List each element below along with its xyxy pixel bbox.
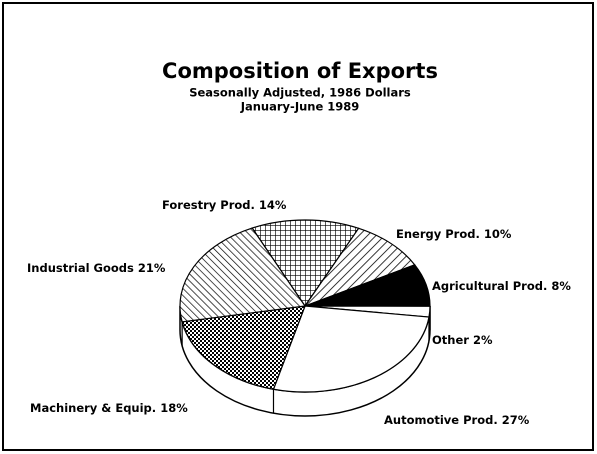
chart-subtitle: January-June 1989	[240, 100, 360, 114]
slice-name: Energy Prod.	[396, 227, 480, 241]
slice-name: Agricultural Prod.	[432, 279, 547, 293]
slice-name: Automotive Prod.	[384, 413, 498, 427]
slice-value: 8%	[551, 279, 571, 293]
pie-slice	[181, 305, 306, 390]
slice-label: Industrial Goods 21%	[27, 261, 166, 275]
slice-value: 21%	[138, 261, 166, 275]
slice-name: Machinery & Equip.	[30, 401, 156, 415]
slice-value: 27%	[502, 413, 530, 427]
slice-name: Industrial Goods	[27, 261, 134, 275]
slice-label: Machinery & Equip. 18%	[30, 401, 188, 415]
slice-name: Other	[432, 333, 469, 347]
labels: Forestry Prod. 14% Energy Prod. 10% Agricu…	[27, 198, 571, 427]
pie	[179, 219, 431, 417]
slice-value: 10%	[484, 227, 512, 241]
chart-subtitle: Seasonally Adjusted, 1986 Dollars	[189, 86, 411, 100]
slice-name: Forestry Prod.	[162, 198, 255, 212]
slice-label: Other 2%	[432, 333, 493, 347]
slice-value: 14%	[259, 198, 287, 212]
chart-title: Composition of Exports	[162, 59, 438, 83]
slice-value: 2%	[473, 333, 493, 347]
slice-label: Automotive Prod. 27%	[384, 413, 530, 427]
slice-label: Agricultural Prod. 8%	[432, 279, 571, 293]
pie-slice	[272, 305, 430, 393]
slice-label: Energy Prod. 10%	[396, 227, 512, 241]
slice-value: 18%	[160, 401, 188, 415]
pie-slice	[251, 219, 360, 308]
pie-slice	[179, 227, 307, 323]
pie-slice	[303, 227, 416, 308]
slice-label: Forestry Prod. 14%	[162, 198, 287, 212]
